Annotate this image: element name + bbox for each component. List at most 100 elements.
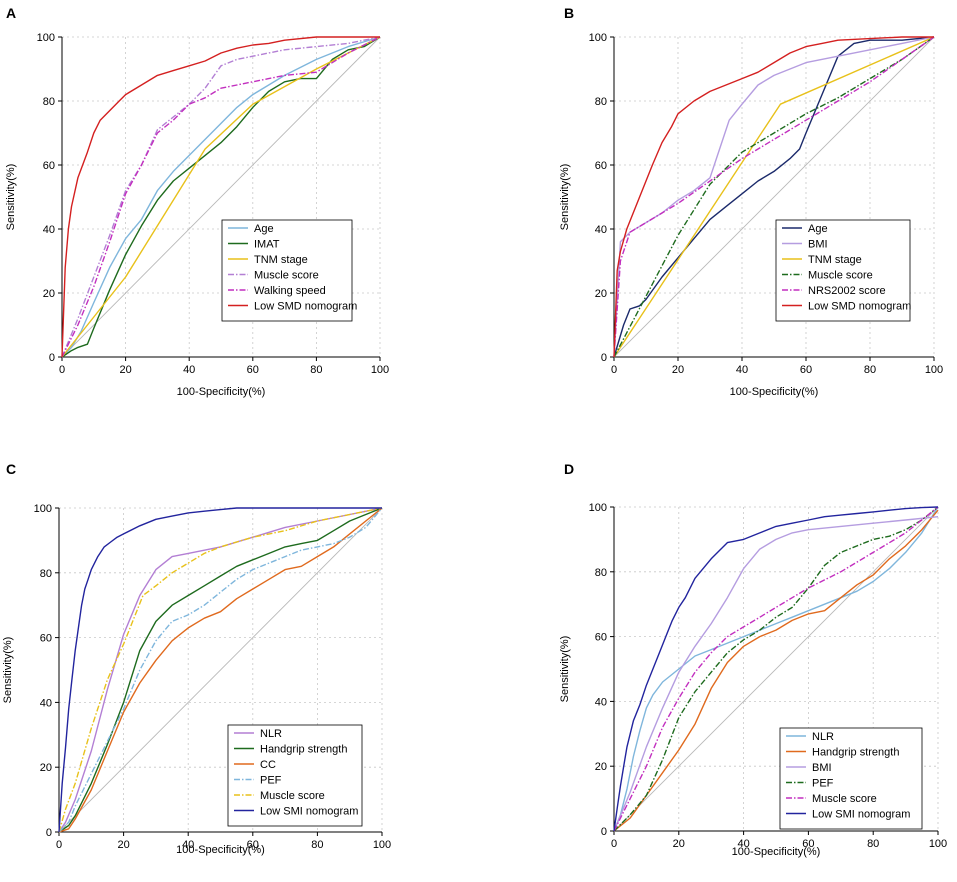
roc-curve-handgrip-strength xyxy=(613,509,939,832)
legend-label: PEF xyxy=(812,778,834,790)
legend-label: Handgrip strength xyxy=(812,747,899,759)
x-tick-label: 0 xyxy=(611,364,617,376)
roc-curve-walking-speed xyxy=(61,36,381,358)
x-tick-label: 100 xyxy=(925,364,943,376)
legend-label: BMI xyxy=(808,239,828,251)
y-tick-label: 80 xyxy=(40,568,52,580)
x-tick-label: 40 xyxy=(736,364,748,376)
x-tick-label: 60 xyxy=(247,839,259,851)
x-tick-label: 40 xyxy=(182,839,194,851)
y-tick-label: 0 xyxy=(601,826,607,838)
roc-curve-low-smd-nomogram xyxy=(61,36,380,358)
reference-diagonal xyxy=(613,36,935,358)
legend-label: TNM stage xyxy=(254,254,308,266)
legend-label: PEF xyxy=(260,775,282,787)
y-tick-label: 20 xyxy=(43,288,55,300)
x-tick-label: 80 xyxy=(310,364,322,376)
y-axis-label: Sensitivity(%) xyxy=(5,164,17,231)
y-tick-label: 20 xyxy=(40,762,52,774)
x-tick-label: 80 xyxy=(867,838,879,850)
y-tick-label: 20 xyxy=(595,761,607,773)
x-axis-label: 100-Specificity(%) xyxy=(176,844,265,856)
panel-label-a: A xyxy=(6,5,16,21)
roc-curve-muscle-score xyxy=(58,507,383,833)
x-axis-label: 100-Specificity(%) xyxy=(730,386,819,398)
roc-curve-handgrip-strength xyxy=(58,507,383,833)
legend-box xyxy=(221,219,353,322)
reference-diagonal xyxy=(58,507,383,833)
x-tick-label: 100 xyxy=(371,364,389,376)
x-tick-label: 20 xyxy=(117,839,129,851)
y-tick-label: 40 xyxy=(40,697,52,709)
y-tick-label: 80 xyxy=(595,96,607,108)
panel-label-b: B xyxy=(564,5,574,21)
y-tick-label: 80 xyxy=(43,96,55,108)
y-tick-label: 40 xyxy=(595,224,607,236)
panel-label-d: D xyxy=(564,461,574,477)
legend-box xyxy=(775,219,911,322)
y-tick-label: 100 xyxy=(589,502,607,514)
x-tick-label: 20 xyxy=(672,364,684,376)
y-tick-label: 100 xyxy=(37,32,55,44)
roc-curve-low-smi-nomogram xyxy=(58,507,382,833)
x-axis-label: 100-Specificity(%) xyxy=(177,386,266,398)
roc-curve-nlr xyxy=(58,507,383,833)
roc-curve-nrs2002-score xyxy=(613,36,935,358)
legend-label: Low SMD nomogram xyxy=(808,301,911,313)
legend-label: Handgrip strength xyxy=(260,744,347,756)
legend-label: NLR xyxy=(260,728,282,740)
panel-c: C 0 20 40 60 80 100 0 20 40 60 80 100 100-Specificity… xyxy=(2,461,391,856)
panel-label-c: C xyxy=(6,461,16,477)
roc-curve-bmi xyxy=(613,516,939,832)
panel-a: A 0 20 40 60 80 100 0 20 40 60 80 100 100-Specificity… xyxy=(5,5,389,398)
y-axis-label: Sensitivity(%) xyxy=(559,636,571,703)
y-tick-label: 100 xyxy=(34,503,52,515)
legend-label: Age xyxy=(808,223,828,235)
roc-curve-nlr xyxy=(613,506,939,832)
legend-label: BMI xyxy=(812,762,832,774)
legend-label: Age xyxy=(254,223,274,235)
roc-curve-tnm-stage xyxy=(61,36,381,358)
y-tick-label: 40 xyxy=(595,696,607,708)
x-tick-label: 100 xyxy=(373,839,391,851)
x-tick-label: 40 xyxy=(737,838,749,850)
roc-curve-low-smd-nomogram xyxy=(613,36,934,358)
y-axis-label: Sensitivity(%) xyxy=(559,164,571,231)
x-tick-label: 0 xyxy=(56,839,62,851)
panel-d: D 0 20 40 60 80 100 0 20 40 60 80 100 100-Specificity… xyxy=(559,461,947,858)
panel-b: B 0 20 40 60 80 100 0 20 40 60 80 100 100-Specificity… xyxy=(559,5,943,398)
legend-label: Muscle score xyxy=(808,270,873,282)
legend-label: Low SMI nomogram xyxy=(812,809,910,821)
roc-curve-tnm-stage xyxy=(613,36,935,358)
x-tick-label: 80 xyxy=(311,839,323,851)
legend-box xyxy=(227,724,363,827)
x-tick-label: 100 xyxy=(929,838,947,850)
roc-curve-muscle-score xyxy=(613,506,939,832)
legend-label: NRS2002 score xyxy=(808,285,886,297)
y-tick-label: 20 xyxy=(595,288,607,300)
reference-diagonal xyxy=(613,506,939,832)
y-tick-label: 40 xyxy=(43,224,55,236)
y-tick-label: 100 xyxy=(589,32,607,44)
x-tick-label: 80 xyxy=(864,364,876,376)
legend-box xyxy=(779,727,923,830)
y-tick-label: 60 xyxy=(40,633,52,645)
roc-curve-muscle-score xyxy=(61,36,381,358)
y-tick-label: 0 xyxy=(46,827,52,839)
y-tick-label: 60 xyxy=(595,160,607,172)
roc-curve-cc xyxy=(58,507,383,833)
x-tick-label: 60 xyxy=(802,838,814,850)
legend-label: Muscle score xyxy=(260,790,325,802)
legend-label: Walking speed xyxy=(254,285,326,297)
y-tick-label: 0 xyxy=(601,352,607,364)
y-tick-label: 60 xyxy=(595,632,607,644)
x-tick-label: 0 xyxy=(59,364,65,376)
x-tick-label: 60 xyxy=(800,364,812,376)
roc-curve-imat xyxy=(61,36,381,358)
roc-curve-pef xyxy=(58,507,383,833)
legend-label: IMAT xyxy=(254,239,280,251)
legend-label: CC xyxy=(260,759,276,771)
x-axis-label: 100-Specificity(%) xyxy=(732,846,821,858)
